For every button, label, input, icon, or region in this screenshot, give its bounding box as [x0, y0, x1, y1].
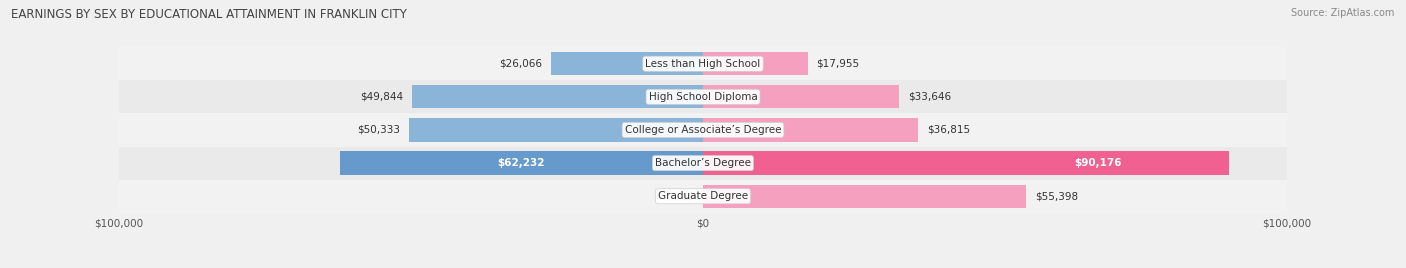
Text: Graduate Degree: Graduate Degree: [658, 191, 748, 201]
Bar: [551, 52, 703, 75]
Text: EARNINGS BY SEX BY EDUCATIONAL ATTAINMENT IN FRANKLIN CITY: EARNINGS BY SEX BY EDUCATIONAL ATTAINMEN…: [11, 8, 408, 21]
Bar: [409, 118, 703, 142]
Text: $49,844: $49,844: [360, 92, 404, 102]
Bar: [120, 180, 1286, 213]
Bar: [412, 85, 703, 109]
Text: $50,333: $50,333: [357, 125, 401, 135]
Text: High School Diploma: High School Diploma: [648, 92, 758, 102]
Text: $90,176: $90,176: [1074, 158, 1122, 168]
Text: $55,398: $55,398: [1035, 191, 1078, 201]
Text: Source: ZipAtlas.com: Source: ZipAtlas.com: [1291, 8, 1395, 18]
Bar: [703, 185, 1026, 208]
Bar: [120, 80, 1286, 113]
Bar: [340, 151, 703, 175]
Bar: [120, 147, 1286, 180]
Bar: [703, 118, 918, 142]
Text: Bachelor’s Degree: Bachelor’s Degree: [655, 158, 751, 168]
Text: $0: $0: [681, 191, 695, 201]
Text: $17,955: $17,955: [817, 59, 859, 69]
Bar: [120, 113, 1286, 147]
Bar: [120, 47, 1286, 80]
Text: $62,232: $62,232: [498, 158, 546, 168]
Text: Less than High School: Less than High School: [645, 59, 761, 69]
Text: $33,646: $33,646: [908, 92, 952, 102]
Bar: [703, 151, 1229, 175]
Text: $26,066: $26,066: [499, 59, 543, 69]
Text: College or Associate’s Degree: College or Associate’s Degree: [624, 125, 782, 135]
Text: $36,815: $36,815: [927, 125, 970, 135]
Bar: [703, 85, 900, 109]
Bar: [703, 52, 808, 75]
